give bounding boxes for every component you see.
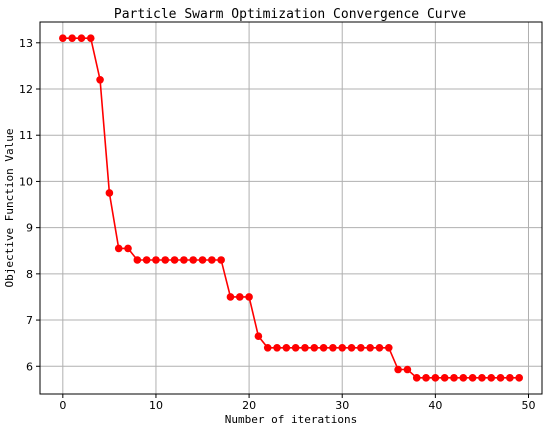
- grid-lines: [40, 22, 542, 394]
- data-point: [515, 374, 523, 382]
- data-point: [422, 374, 430, 382]
- x-tick-label: 20: [242, 399, 256, 412]
- y-tick-label: 13: [19, 37, 33, 50]
- data-point: [105, 189, 114, 197]
- data-point: [291, 343, 300, 352]
- data-point: [161, 256, 170, 264]
- y-tick-label: 11: [19, 129, 33, 142]
- data-point: [245, 293, 253, 301]
- data-point: [329, 343, 337, 352]
- y-tick-label: 9: [26, 222, 33, 235]
- data-point: [133, 256, 142, 264]
- data-point: [431, 374, 440, 382]
- data-point: [440, 374, 449, 382]
- data-point: [235, 293, 244, 301]
- data-point: [198, 256, 207, 264]
- x-tick-label: 40: [428, 399, 442, 412]
- series-layer: [59, 34, 523, 382]
- chart-title: Particle Swarm Optimization Convergence …: [114, 7, 466, 22]
- data-point: [384, 343, 393, 352]
- y-tick-label: 6: [26, 360, 33, 373]
- x-tick-label: 30: [335, 399, 349, 412]
- data-point: [68, 34, 76, 42]
- axis-ticks: 0 10 20 30 40 50 6 7 8 9 10 11 12 13: [19, 37, 535, 412]
- data-point: [273, 343, 281, 352]
- data-point: [403, 365, 412, 374]
- data-point: [226, 293, 235, 301]
- y-tick-label: 12: [19, 83, 33, 96]
- data-point: [189, 256, 198, 264]
- data-point: [59, 34, 67, 42]
- data-point: [338, 343, 347, 352]
- data-point: [468, 374, 477, 382]
- data-point: [77, 34, 86, 42]
- data-point: [347, 343, 356, 352]
- data-point: [478, 374, 486, 382]
- data-point: [450, 374, 458, 382]
- data-point: [366, 343, 374, 352]
- data-point: [152, 256, 160, 264]
- x-tick-label: 50: [521, 399, 535, 412]
- data-point: [180, 256, 188, 264]
- data-point: [170, 256, 179, 264]
- data-point: [142, 256, 151, 264]
- plot-frame: [39, 21, 543, 395]
- x-tick-label: 10: [149, 399, 163, 412]
- x-tick-label: 0: [59, 399, 66, 412]
- data-point: [208, 256, 216, 264]
- data-point: [282, 343, 291, 352]
- data-point: [487, 374, 496, 382]
- data-point: [301, 343, 309, 352]
- x-axis-label: Number of iterations: [225, 413, 357, 426]
- data-point: [375, 343, 384, 352]
- data-point: [412, 374, 421, 382]
- data-point: [86, 34, 95, 42]
- y-tick-label: 7: [26, 314, 33, 327]
- y-tick-label: 8: [26, 268, 33, 281]
- data-point: [319, 343, 328, 352]
- data-point: [263, 343, 272, 352]
- data-point: [357, 343, 365, 352]
- data-point: [394, 365, 402, 374]
- data-point: [506, 374, 514, 382]
- y-axis-label: Objective Function Value: [3, 129, 16, 288]
- data-point: [96, 75, 104, 84]
- data-point: [124, 244, 132, 253]
- data-point: [310, 343, 319, 352]
- data-point: [496, 374, 505, 382]
- y-tick-label: 10: [19, 175, 33, 188]
- data-point: [254, 332, 263, 341]
- data-point: [459, 374, 468, 382]
- data-point: [217, 256, 225, 264]
- data-point: [114, 244, 123, 253]
